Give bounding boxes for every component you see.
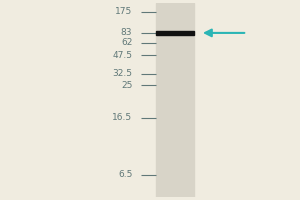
Text: 47.5: 47.5 bbox=[112, 51, 132, 60]
Text: 83: 83 bbox=[121, 28, 132, 37]
Text: 62: 62 bbox=[121, 38, 132, 47]
Text: 175: 175 bbox=[115, 7, 132, 16]
Text: 16.5: 16.5 bbox=[112, 113, 132, 122]
Bar bbox=[156, 3, 194, 197]
Text: 6.5: 6.5 bbox=[118, 170, 132, 179]
Bar bbox=[156, 31, 194, 35]
Text: 32.5: 32.5 bbox=[112, 69, 132, 78]
Text: 25: 25 bbox=[121, 81, 132, 90]
